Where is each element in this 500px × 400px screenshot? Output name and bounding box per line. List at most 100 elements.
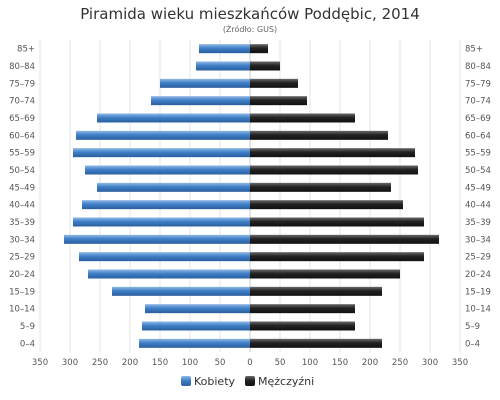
bar-men[interactable] [250, 182, 391, 192]
bar-men[interactable] [250, 217, 424, 227]
x-tick-label: 250 [92, 358, 108, 368]
x-tick-label: 150 [152, 358, 168, 368]
category-label-right: 85+ [465, 45, 483, 55]
x-tick-label: 350 [452, 358, 468, 368]
category-label-right: 80–84 [465, 62, 491, 72]
bar-women[interactable] [79, 252, 250, 262]
category-label-right: 70–74 [465, 97, 491, 107]
category-label-right: 65–69 [465, 114, 491, 124]
legend-item-women[interactable]: Kobiety [181, 375, 236, 388]
bar-men[interactable] [250, 148, 415, 158]
bar-men[interactable] [250, 130, 388, 140]
x-tick-label: 300 [422, 358, 438, 368]
category-label-left: 85+ [17, 45, 35, 55]
legend-swatch-women [181, 376, 191, 386]
category-label-left: 40–44 [9, 201, 35, 211]
bar-men[interactable] [250, 165, 418, 175]
category-label-left: 0–4 [20, 339, 35, 349]
category-label-right: 75–79 [465, 79, 491, 89]
legend-label-men: Mężczyźni [258, 375, 314, 388]
grid-lines [39, 40, 461, 352]
bar-men[interactable] [250, 234, 439, 244]
bar-men[interactable] [250, 269, 400, 279]
bar-men[interactable] [250, 338, 382, 348]
category-label-right: 15–19 [465, 287, 491, 297]
category-label-left: 20–24 [9, 270, 35, 280]
category-label-left: 60–64 [9, 131, 35, 141]
category-label-left: 15–19 [9, 287, 35, 297]
x-tick-label: 200 [122, 358, 138, 368]
category-label-left: 10–14 [9, 305, 35, 315]
bar-women[interactable] [142, 321, 250, 331]
legend-label-women: Kobiety [194, 375, 236, 388]
bar-men[interactable] [250, 113, 355, 123]
category-label-left: 75–79 [9, 79, 35, 89]
x-tick-label: 250 [392, 358, 408, 368]
bar-women[interactable] [160, 78, 250, 88]
category-label-left: 65–69 [9, 114, 35, 124]
bar-women[interactable] [82, 200, 250, 210]
bar-women[interactable] [112, 286, 250, 296]
category-label-left: 55–59 [9, 149, 35, 159]
bar-women[interactable] [73, 217, 250, 227]
chart-subtitle: (Źródło: GUS) [223, 23, 277, 34]
bar-men[interactable] [250, 304, 355, 314]
category-label-right: 0–4 [465, 339, 480, 349]
bar-women[interactable] [139, 338, 250, 348]
category-label-left: 50–54 [9, 166, 35, 176]
bar-women[interactable] [97, 182, 250, 192]
x-tick-label: 300 [62, 358, 78, 368]
bar-men[interactable] [250, 286, 382, 296]
bar-women[interactable] [64, 234, 250, 244]
category-label-right: 50–54 [465, 166, 491, 176]
category-label-right: 45–49 [465, 183, 491, 193]
x-tick-label: 350 [32, 358, 48, 368]
bar-men[interactable] [250, 44, 268, 54]
x-axis-ticks: 350 300 250 200 150 100 50 0 50 100 150 200 250 300 35… [32, 358, 468, 368]
bar-women[interactable] [199, 44, 250, 54]
category-labels: 85+ 85+ 80–84 80–84 75–79 75–79 70–74 70–74 65–6… [9, 45, 491, 350]
x-tick-label: 150 [332, 358, 348, 368]
bar-women[interactable] [88, 269, 250, 279]
category-label-right: 5–9 [465, 322, 480, 332]
category-label-right: 10–14 [465, 305, 491, 315]
x-tick-label: 100 [182, 358, 198, 368]
bar-men[interactable] [250, 96, 307, 106]
x-tick-label: 50 [275, 358, 286, 368]
legend-swatch-men [245, 376, 255, 386]
bars [64, 44, 439, 348]
bar-men[interactable] [250, 61, 280, 71]
bar-men[interactable] [250, 200, 403, 210]
category-label-right: 40–44 [465, 201, 491, 211]
bar-women[interactable] [76, 130, 250, 140]
category-label-left: 30–34 [9, 235, 35, 245]
category-label-left: 5–9 [20, 322, 35, 332]
x-tick-label: 50 [215, 358, 226, 368]
bar-women[interactable] [196, 61, 250, 71]
category-label-left: 35–39 [9, 218, 35, 228]
bar-women[interactable] [145, 304, 250, 314]
x-tick-label: 0 [247, 358, 252, 368]
bar-women[interactable] [97, 113, 250, 123]
category-label-right: 60–64 [465, 131, 491, 141]
category-label-left: 25–29 [9, 253, 35, 263]
bar-men[interactable] [250, 252, 424, 262]
category-label-right: 20–24 [465, 270, 491, 280]
category-label-left: 80–84 [9, 62, 35, 72]
category-label-left: 70–74 [9, 97, 35, 107]
bar-men[interactable] [250, 321, 355, 331]
category-label-right: 35–39 [465, 218, 491, 228]
bar-women[interactable] [85, 165, 250, 175]
chart-title: Piramida wieku mieszkańców Poddębic, 201… [80, 5, 420, 23]
category-label-right: 55–59 [465, 149, 491, 159]
legend[interactable]: Kobiety Mężczyźni [181, 375, 314, 388]
category-label-left: 45–49 [9, 183, 35, 193]
category-label-right: 30–34 [465, 235, 491, 245]
bar-women[interactable] [151, 96, 250, 106]
legend-item-men[interactable]: Mężczyźni [245, 375, 314, 388]
bar-women[interactable] [73, 148, 250, 158]
x-tick-label: 100 [302, 358, 318, 368]
bar-men[interactable] [250, 78, 298, 88]
category-label-right: 25–29 [465, 253, 491, 263]
